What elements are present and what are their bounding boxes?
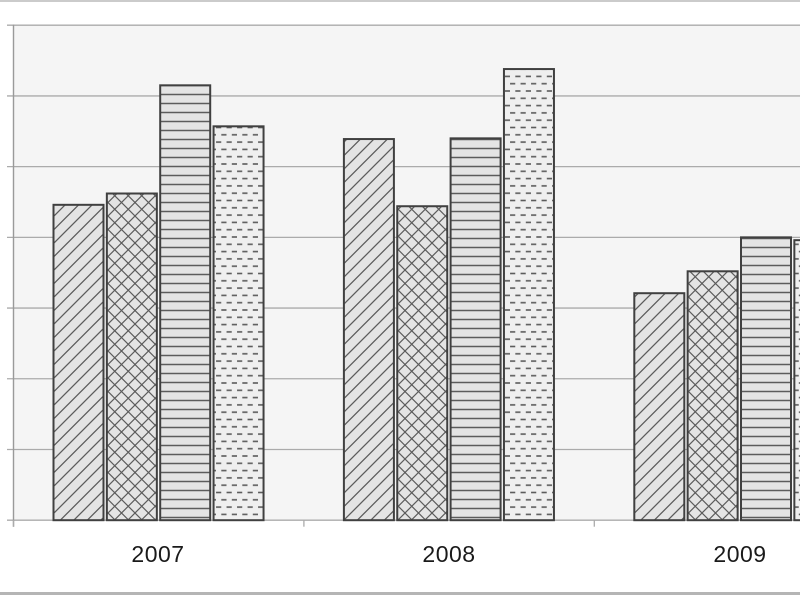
bottom-border-line [0,592,800,595]
bar-diagonal-hatch-2008 [342,138,395,522]
x-axis-label-2008: 2008 [422,541,476,567]
bar-diagonal-hatch-2009 [633,292,686,522]
bar-horizontal-lines-2008 [449,137,502,522]
bar-diagonal-hatch-2007 [52,203,105,522]
bar-dashed-horizontal-2007 [212,125,265,522]
bar-crosshatch-2008 [396,205,449,522]
bar-crosshatch-2007 [105,192,158,522]
bar-horizontal-lines-2009 [740,236,792,522]
top-border-line [0,0,800,2]
x-axis-label-2007: 2007 [131,541,185,567]
bar-dashed-horizontal-2009 [793,239,800,522]
bar-horizontal-lines-2007 [159,84,212,522]
bar-crosshatch-2009 [686,270,739,522]
bar-dashed-horizontal-2008 [502,68,555,522]
x-axis-label-2009: 2009 [713,541,767,567]
